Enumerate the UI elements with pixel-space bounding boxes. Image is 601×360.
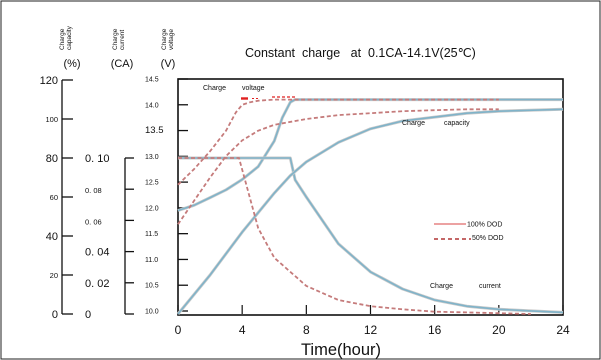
- voltage-tick-label: 14.0: [145, 102, 159, 109]
- x-tick-label: 20: [492, 323, 506, 337]
- capacity-axis-unit: (%): [63, 58, 80, 70]
- voltage-tick-label: 12.5: [145, 180, 159, 187]
- capacity-axis-label-line2: capacity: [66, 25, 73, 50]
- voltage-tick-label: 11.0: [145, 257, 158, 264]
- current-tick-label: 0. 02: [85, 278, 109, 290]
- chart-title: Constant charge at 0.1CA-14.1V(25℃): [245, 46, 476, 60]
- current-tick-label: 0. 04: [85, 247, 109, 259]
- capacity-tick-label: 120: [40, 75, 58, 87]
- current-axis-label-line1: Charge: [112, 28, 119, 50]
- current-tick-label: 0. 08: [85, 186, 102, 195]
- current-curve-label-word2: current: [479, 283, 501, 290]
- voltage-tick-label: 13.5: [145, 125, 164, 136]
- capacity-tick-label: 100: [45, 115, 58, 124]
- x-tick-label: 4: [239, 323, 246, 337]
- current-axis-unit: (CA): [111, 58, 134, 70]
- series-layer: [176, 98, 564, 315]
- series-100-dod-current: [178, 157, 564, 314]
- voltage-curve-label-word2: voltage: [242, 85, 265, 92]
- series-50-dod-capacity: [177, 108, 499, 225]
- legend-50-label: 50% DOD: [472, 235, 504, 242]
- capacity-axis-label-line1: Charge: [59, 28, 66, 50]
- voltage-tick-label: 10.0: [145, 309, 159, 316]
- x-tick-label: 8: [303, 323, 310, 337]
- current-curve-label-word1: Charge: [430, 283, 453, 290]
- plot-area: [177, 78, 564, 316]
- capacity-tick-label: 60: [50, 193, 58, 202]
- capacity-curve-label-word2: capacity: [444, 120, 470, 127]
- series-100-dod-capacity: [177, 108, 564, 315]
- series-50-dod-voltage: [177, 98, 499, 186]
- current-tick-label: 0: [85, 309, 91, 321]
- capacity-tick-label: 80: [46, 153, 58, 165]
- capacity-axis-ticks: 0 20 40 60 80 100 120: [40, 75, 73, 321]
- voltage-tick-label: 14.5: [145, 77, 159, 84]
- capacity-tick-label: 0: [52, 309, 58, 321]
- voltage-axis-label-line1: Charge: [161, 28, 168, 50]
- current-axis-label-line2: current: [119, 30, 126, 50]
- x-tick-label: 12: [364, 323, 378, 337]
- voltage-axis-label-line2: voltage: [168, 29, 175, 50]
- voltage-axis-unit: (V): [161, 58, 176, 70]
- voltage-curve-label-word1: Charge: [203, 85, 226, 92]
- x-axis-label: Time(hour): [301, 341, 381, 359]
- voltage-tick-label: 12.0: [145, 205, 159, 212]
- voltage-tick-label: 13.0: [145, 154, 159, 161]
- x-tick-label: 16: [428, 323, 442, 337]
- capacity-curve-label-word1: Charge: [402, 120, 425, 127]
- legend-100-label: 100% DOD: [467, 222, 502, 229]
- x-axis-ticks: 0 4 8 12 16 20 24: [175, 305, 570, 337]
- capacity-tick-label: 20: [50, 271, 58, 280]
- x-tick-label: 0: [175, 323, 182, 337]
- current-tick-label: 0. 10: [85, 153, 109, 165]
- voltage-tick-label: 10.5: [145, 283, 159, 290]
- x-tick-label: 24: [556, 323, 570, 337]
- voltage-tick-label: 11.5: [145, 231, 158, 238]
- series-50-dod-current: [178, 157, 531, 315]
- current-axis-ticks: 0 0. 02 0. 04 0. 06 0. 08 0. 10: [85, 153, 134, 321]
- capacity-tick-label: 40: [46, 231, 58, 243]
- current-tick-label: 0. 06: [85, 217, 102, 226]
